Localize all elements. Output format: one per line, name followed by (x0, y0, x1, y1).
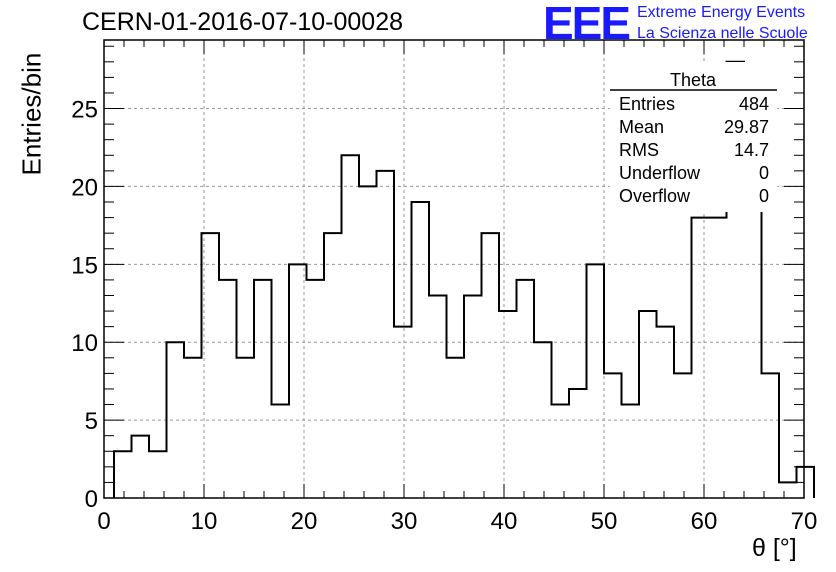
stats-row-label: Overflow (619, 186, 691, 206)
histogram-bin (534, 342, 552, 498)
histogram-bin (324, 233, 342, 498)
histogram-bin (692, 218, 710, 498)
histogram-bin (779, 482, 797, 498)
histogram-bin (447, 358, 465, 498)
eee-logo: EEE (543, 0, 631, 49)
histogram-bin (639, 311, 657, 498)
stats-row-value: 29.87 (724, 117, 769, 137)
x-axis-label: θ [°] (752, 534, 797, 562)
histogram-bin (167, 342, 185, 498)
y-tick-label: 5 (85, 408, 98, 435)
x-tick-label: 60 (691, 508, 718, 535)
histogram-bin (237, 358, 255, 498)
stats-row-label: Mean (619, 117, 664, 137)
histogram-bin (377, 171, 395, 498)
histogram-bin (342, 155, 360, 498)
histogram-bin (219, 280, 237, 498)
x-tick-label: 50 (591, 508, 618, 535)
y-tick-label: 0 (85, 486, 98, 513)
tick-labels: 0 10 20 30 40 50 60 70 0 5 10 15 20 25 (71, 97, 817, 535)
x-tick-label: 10 (191, 508, 218, 535)
histogram-bin (587, 264, 605, 498)
stats-row-label: RMS (619, 140, 659, 160)
stats-row-value: 484 (739, 94, 769, 114)
histogram-bin (394, 327, 412, 498)
plot-title: CERN-01-2016-07-10-00028 (82, 8, 404, 36)
axes (103, 39, 805, 499)
histogram-bin (149, 451, 167, 498)
y-tick-label: 10 (71, 330, 98, 357)
x-tick-label: 70 (791, 508, 818, 535)
stats-row-value: 14.7 (734, 140, 769, 160)
histogram-bin (464, 295, 482, 498)
y-tick-label: 20 (71, 174, 98, 201)
histogram-bin (622, 405, 640, 498)
histogram-bin (499, 311, 517, 498)
histogram-bin (674, 373, 692, 498)
stats-box-bg (610, 62, 777, 212)
stats-row-label: Entries (619, 94, 675, 114)
plot-frame (103, 39, 805, 499)
histogram-bin (604, 373, 622, 498)
histogram-bin (202, 233, 220, 498)
x-tick-label: 30 (391, 508, 418, 535)
histogram-bins (113, 60, 815, 498)
x-tick-label: 40 (491, 508, 518, 535)
stats-row-value: 0 (759, 163, 769, 183)
histogram-bin (307, 280, 325, 498)
logo-line-1: Extreme Energy Events (637, 4, 806, 21)
y-tick-label: 15 (71, 252, 98, 279)
histogram-bin (657, 327, 675, 498)
histogram-outline (113, 60, 815, 498)
stats-row-value: 0 (759, 186, 769, 206)
histogram-bin (744, 202, 762, 498)
histogram-bin (114, 451, 132, 498)
histogram-bin (184, 358, 202, 498)
histogram-bin (289, 264, 307, 498)
histogram-bin (412, 202, 430, 498)
stats-title: Theta (670, 70, 717, 90)
histogram-bin (482, 233, 500, 498)
histogram-bin (359, 186, 377, 498)
histogram-bin (517, 280, 535, 498)
x-tick-label: 0 (97, 508, 110, 535)
histogram-bin (797, 467, 815, 498)
stats-row-label: Underflow (619, 163, 701, 183)
histogram-bin (272, 405, 290, 498)
logo-line-2: La Scienza nelle Scuole (637, 25, 808, 42)
histogram-bin (552, 405, 570, 498)
y-tick-label: 25 (71, 97, 98, 124)
stats-box: Theta Entries 484 Mean 29.87 RMS 14.7 Underflow… (610, 62, 777, 212)
histogram-bin (762, 373, 780, 498)
histogram-bin (569, 389, 587, 498)
histogram-bin (132, 436, 150, 498)
x-tick-label: 20 (291, 508, 318, 535)
histogram-bin (709, 218, 727, 498)
histogram-bin (254, 280, 272, 498)
histogram-bin (429, 295, 447, 498)
